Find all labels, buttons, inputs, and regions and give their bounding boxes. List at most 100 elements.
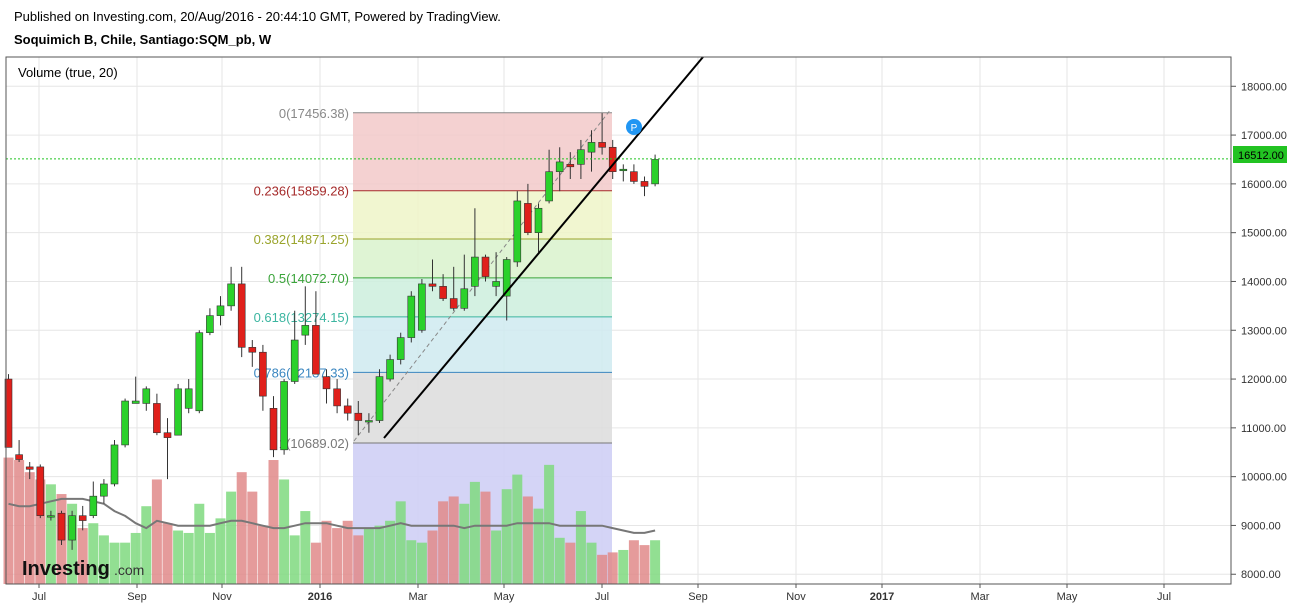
volume-bar	[565, 542, 576, 584]
volume-bar	[575, 511, 586, 584]
volume-bar	[639, 545, 650, 584]
volume-bar	[469, 481, 480, 584]
volume-bar	[194, 503, 205, 584]
candle-body	[301, 325, 310, 336]
fib-band	[353, 277, 612, 317]
candle-body	[545, 171, 553, 202]
candle-body	[110, 444, 119, 485]
fib-band	[353, 316, 612, 373]
volume-bar	[607, 552, 618, 584]
volume-bar	[279, 479, 290, 584]
y-tick-label: 12000.00	[1241, 374, 1287, 386]
trend-line[interactable]	[383, 56, 704, 439]
volume-bar	[544, 464, 555, 584]
x-tick-label: May	[494, 591, 515, 603]
candle-body	[78, 515, 87, 521]
x-tick-label: 2017	[870, 591, 894, 603]
candle-body	[449, 298, 458, 309]
volume-bar	[586, 542, 597, 584]
volume-bar	[459, 503, 470, 584]
candle-body	[36, 466, 45, 516]
candle-body	[502, 259, 511, 297]
volume-ma-line	[8, 497, 656, 534]
volume-bar	[151, 479, 162, 584]
candle-body	[237, 283, 246, 348]
candle-body	[259, 351, 267, 397]
volume-bar	[35, 479, 46, 584]
volume-bar	[406, 540, 417, 584]
last-price-value: 16512.00	[1238, 150, 1284, 162]
candle-body	[131, 400, 140, 404]
candle-body	[47, 515, 55, 518]
marker-p-icon[interactable]: P	[626, 119, 642, 135]
fib-level-label: 0.382(14871.25)	[254, 232, 349, 247]
candle-body	[142, 388, 151, 404]
plot-frame	[5, 56, 1232, 585]
candle-body	[619, 168, 628, 172]
candle-body	[386, 359, 394, 380]
volume-bar	[14, 460, 25, 584]
y-tick-label: 11000.00	[1241, 423, 1286, 435]
candle-body	[651, 159, 659, 185]
volume-bar	[395, 501, 406, 584]
volume-bar	[554, 537, 565, 584]
volume-bar	[289, 535, 300, 584]
volume-bar	[236, 472, 247, 584]
volume-bar	[522, 496, 533, 584]
candle-body	[598, 142, 606, 148]
y-tick-label: 14000.00	[1241, 276, 1287, 288]
volume-bar	[77, 528, 88, 584]
candle-body	[630, 171, 638, 182]
volume-bar	[109, 542, 120, 584]
candle-body	[184, 388, 193, 409]
volume-bar	[88, 523, 99, 584]
x-tick-label: May	[1057, 591, 1078, 603]
y-tick-label: 10000.00	[1241, 472, 1287, 484]
candle-body	[153, 403, 161, 434]
volume-bar	[247, 491, 258, 584]
candle-body	[396, 337, 405, 360]
volume-bar	[512, 474, 523, 584]
logo-brand: Investing	[22, 558, 110, 580]
candle-body	[4, 378, 13, 448]
candle-body	[312, 325, 320, 375]
volume-bar	[98, 535, 109, 584]
candle-body	[418, 283, 426, 331]
volume-bar	[300, 511, 311, 584]
candle-body	[68, 515, 76, 541]
volume-bar	[162, 523, 173, 584]
volume-bar	[448, 496, 459, 584]
fib-level-label: 0.618(13274.15)	[254, 310, 349, 325]
candle-body	[375, 376, 384, 421]
candle-body	[25, 466, 34, 470]
candle-body	[280, 381, 288, 451]
candle-body	[121, 400, 129, 446]
time-axis[interactable]: Jul Sep Nov 2016 Mar May Jul Sep Nov 2017 Mar May Ju…	[32, 584, 1171, 603]
x-tick-label: Sep	[127, 591, 147, 603]
price-axis[interactable]: 18000.00 17000.00 16000.00 15000.00 14000.00…	[1231, 81, 1287, 581]
volume-bar	[183, 532, 194, 584]
fib-level-label: 0(17456.38)	[279, 106, 349, 121]
volume-bar	[226, 491, 237, 584]
candle-body	[492, 281, 500, 287]
volume-bar	[204, 532, 215, 584]
candle-body	[354, 412, 363, 421]
candle-body	[428, 283, 437, 287]
candle-body	[577, 149, 585, 165]
candle-body	[471, 256, 479, 287]
volume-bar	[491, 530, 502, 584]
volume-bar	[427, 530, 438, 584]
x-tick-label: 2016	[308, 591, 332, 603]
grid	[6, 57, 1231, 584]
candle-body	[163, 432, 172, 438]
y-tick-label: 13000.00	[1241, 325, 1287, 337]
y-tick-label: 15000.00	[1241, 228, 1287, 240]
volume-bar	[416, 542, 427, 584]
volume-bar	[480, 491, 491, 584]
x-tick-label: Jul	[1157, 591, 1171, 603]
fib-level-label: 1(10689.02)	[279, 436, 349, 451]
volume-bar	[533, 508, 544, 584]
volume-bar	[374, 525, 385, 584]
candle-body	[365, 420, 373, 423]
